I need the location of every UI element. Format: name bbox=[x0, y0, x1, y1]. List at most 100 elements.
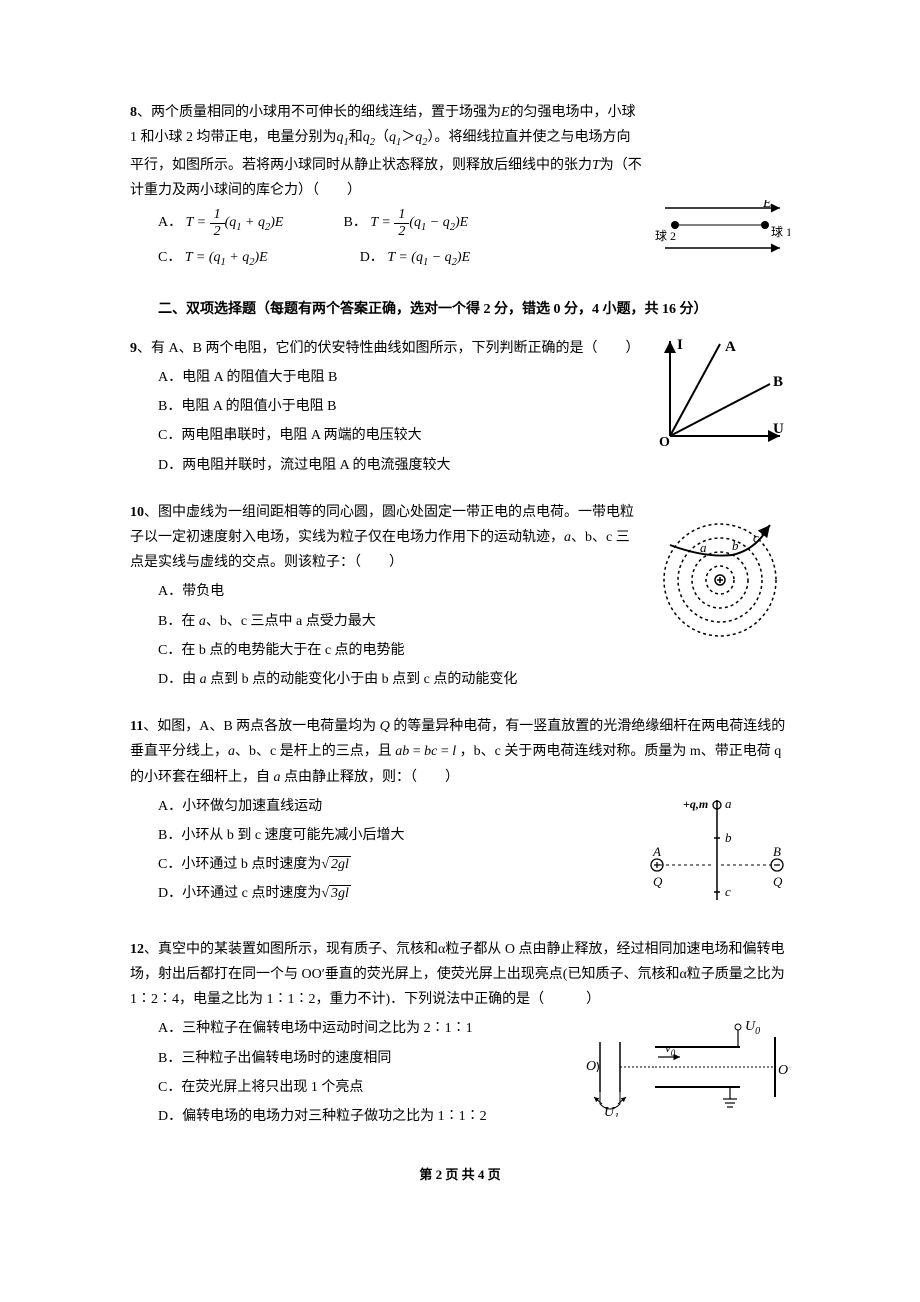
q12-number: 12 bbox=[130, 942, 144, 957]
q12-fig-O: O bbox=[586, 1059, 596, 1074]
q11-Q: Q bbox=[380, 719, 390, 734]
q11-fig-c: c bbox=[725, 884, 731, 899]
q11-optC-sqrt-sym: √ bbox=[321, 857, 329, 872]
q8-optA-plus: + bbox=[242, 215, 258, 230]
q8-optB: B． T = 12(q1 − q2)E bbox=[343, 207, 468, 239]
section-2-header: 二、双项选择题（每题有两个答案正确，选对一个得 2 分，错选 0 分，4 小题，… bbox=[130, 297, 790, 322]
q11-fig-QL: Q bbox=[653, 874, 663, 889]
q9-fig-U: U bbox=[773, 421, 784, 437]
q8-T: T bbox=[592, 158, 600, 173]
q12-figure: O U0 O′ bbox=[580, 1012, 790, 1126]
q10-number: 10 bbox=[130, 505, 144, 520]
q8-optB-num: 1 bbox=[394, 207, 409, 223]
q12-fig-U1sub: 1 bbox=[614, 1112, 619, 1117]
q8-row1: A． T = 12(q1 + q2)E B． T = 12(q1 − q2)E bbox=[158, 207, 643, 239]
q11-stem: 11、如图，A、B 两点各放一电荷量均为 Q 的等量异种电荷，有一竖直放置的光滑… bbox=[130, 714, 790, 790]
q9-figure: I A B O U bbox=[655, 336, 790, 460]
q8-optB-formula: T = 12(q1 − q2)E bbox=[370, 215, 468, 230]
question-9: 9、有 A、B 两个电阻，它们的伏安特性曲线如图所示，下列判断正确的是（ ） A… bbox=[130, 336, 790, 482]
q10-a: a bbox=[564, 530, 571, 545]
q11-number: 11 bbox=[130, 719, 143, 734]
q11-optC-sqrt: 2gl bbox=[329, 856, 351, 872]
q8-figure: E 球 2 球 1 bbox=[655, 200, 790, 264]
q8-optA-q2: q bbox=[258, 215, 265, 230]
q8-optB-q1: q bbox=[414, 215, 421, 230]
q8-optC-label: C． bbox=[158, 250, 181, 265]
q11-fig-a: a bbox=[725, 796, 732, 811]
q11-optC: C．小环通过 b 点时速度为√2gl bbox=[158, 852, 633, 877]
question-8: 8、两个质量相同的小球用不可伸长的细线连结，置于场强为E的匀强电场中，小球 1 … bbox=[130, 100, 790, 279]
q8-stem-1: 、两个质量相同的小球用不可伸长的细线连结，置于场强为 bbox=[137, 105, 501, 120]
q8-q2-v: q bbox=[363, 130, 370, 145]
q8-stem-4: （ bbox=[375, 130, 389, 145]
q9-stem: 9、有 A、B 两个电阻，它们的伏安特性曲线如图所示，下列判断正确的是（ ） bbox=[130, 336, 643, 361]
q12-optC: C．在荧光屏上将只出现 1 个亮点 bbox=[158, 1075, 568, 1100]
q12-content: A．三种粒子在偏转电场中运动时间之比为 2∶1∶1 B．三种粒子出偏转电场时的速… bbox=[130, 1012, 568, 1133]
q8-optB-den: 2 bbox=[394, 224, 409, 239]
q10-optA: A．带负电 bbox=[158, 579, 638, 604]
q10-fig-c: c bbox=[753, 530, 759, 545]
q12-optB: B．三种粒子出偏转电场时的速度相同 bbox=[158, 1046, 568, 1071]
q8-optC-q1: q bbox=[214, 250, 221, 265]
q11-eq1: = bbox=[409, 744, 424, 759]
q8-q2b: q2 bbox=[415, 130, 427, 145]
q9-stem-txt: 、有 A、B 两个电阻，它们的伏安特性曲线如图所示，下列判断正确的是（ ） bbox=[137, 341, 639, 356]
q12-fig-U0-txt: U0 bbox=[745, 1019, 760, 1037]
q9-optD: D．两电阻并联时，流过电阻 A 的电流强度较大 bbox=[158, 453, 643, 478]
q8-stem: 8、两个质量相同的小球用不可伸长的细线连结，置于场强为E的匀强电场中，小球 1 … bbox=[130, 100, 643, 203]
q8-optD-min: − bbox=[428, 250, 444, 265]
q12-svg: O U0 O′ bbox=[580, 1012, 790, 1117]
q8-content: 8、两个质量相同的小球用不可伸长的细线连结，置于场强为E的匀强电场中，小球 1 … bbox=[130, 100, 643, 279]
q8-optB-label: B． bbox=[343, 215, 366, 230]
q8-options: A． T = 12(q1 + q2)E B． T = 12(q1 − q2)E bbox=[130, 207, 643, 272]
q8-optD-formula: T = (q1 − q2)E bbox=[387, 250, 470, 265]
q11-optD-sqrt-sym: √ bbox=[321, 886, 329, 901]
q9-content: 9、有 A、B 两个电阻，它们的伏安特性曲线如图所示，下列判断正确的是（ ） A… bbox=[130, 336, 643, 482]
question-11: 11、如图，A、B 两点各放一电荷量均为 Q 的等量异种电荷，有一竖直放置的光滑… bbox=[130, 714, 790, 919]
q9-options: A．电阻 A 的阻值大于电阻 B B．电阻 A 的阻值小于电阻 B C．两电阻串… bbox=[130, 365, 643, 478]
q8-optD-q2: q bbox=[445, 250, 452, 265]
q8-optA-formula: T = 12(q1 + q2)E bbox=[186, 215, 284, 230]
q8-optC: C． T = (q1 + q2)E bbox=[158, 245, 268, 273]
q9-fig-O: O bbox=[659, 435, 670, 450]
q11-stem-5: 点由静止释放，则：（ ） bbox=[281, 770, 460, 785]
question-10: 10、图中虚线为一组间距相等的同心圆，圆心处固定一带正电的点电荷。一带电粒子以一… bbox=[130, 500, 790, 696]
q11-a: a bbox=[228, 744, 235, 759]
q11-a2: a bbox=[274, 770, 281, 785]
q8-q1: q1 bbox=[337, 130, 349, 145]
q8-svg: E 球 2 球 1 bbox=[655, 200, 790, 255]
q9-optB: B．电阻 A 的阻值小于电阻 B bbox=[158, 394, 643, 419]
q12-stem: 12、真空中的某装置如图所示，现有质子、氘核和α粒子都从 O 点由静止释放，经过… bbox=[130, 937, 790, 1013]
q8-optA-E: E bbox=[275, 215, 284, 230]
q8-optB-E: E bbox=[460, 215, 469, 230]
q8-optD: D． T = (q1 − q2)E bbox=[360, 245, 470, 273]
q11-stem-1: 、如图，A、B 两点各放一电荷量均为 bbox=[143, 719, 379, 734]
q11-optD-p1: D．小环通过 c 点时速度为 bbox=[158, 886, 321, 901]
q11-fig-A: A bbox=[652, 844, 661, 859]
q10-svg: a b c bbox=[650, 510, 790, 645]
q11-content: A．小环做匀加速直线运动 B．小环从 b 到 c 速度可能先减小后增大 C．小环… bbox=[130, 790, 633, 911]
q8-fig-ball2: 球 2 bbox=[655, 229, 676, 243]
q8-optA-num: 1 bbox=[210, 207, 225, 223]
q8-q1b-v: q bbox=[389, 130, 396, 145]
q11-fig-b: b bbox=[725, 830, 732, 845]
q10-optC: C．在 b 点的电势能大于在 c 点的电势能 bbox=[158, 638, 638, 663]
q11-optB: B．小环从 b 到 c 速度可能先减小后增大 bbox=[158, 823, 633, 848]
question-12: 12、真空中的某装置如图所示，现有质子、氘核和α粒子都从 O 点由静止释放，经过… bbox=[130, 937, 790, 1133]
q9-fig-I: I bbox=[677, 337, 683, 353]
q8-E: E bbox=[501, 105, 510, 120]
q11-optD-sqrt: 3gl bbox=[329, 885, 351, 901]
q8-stem-3: 和 bbox=[349, 130, 363, 145]
q8-number: 8 bbox=[130, 105, 137, 120]
q11-bc: bc bbox=[424, 744, 437, 759]
q11-stem-3: 、b、c 是杆上的三点，且 bbox=[235, 744, 395, 759]
q10-optB: B．在 a、b、c 三点中 a 点受力最大 bbox=[158, 609, 638, 634]
q10-optD-p2: 点到 b 点的动能变化小于由 b 点到 c 点的动能变化 bbox=[207, 672, 518, 687]
q8-optB-T: T bbox=[370, 215, 378, 230]
q11-optC-p1: C．小环通过 b 点时速度为 bbox=[158, 857, 321, 872]
q10-optB-p1: B．在 bbox=[158, 614, 199, 629]
q8-optC-E: E bbox=[259, 250, 268, 265]
q9-svg: I A B O U bbox=[655, 336, 790, 451]
q11-eq2: = bbox=[437, 744, 452, 759]
q11-optD: D．小环通过 c 点时速度为√3gl bbox=[158, 881, 633, 906]
